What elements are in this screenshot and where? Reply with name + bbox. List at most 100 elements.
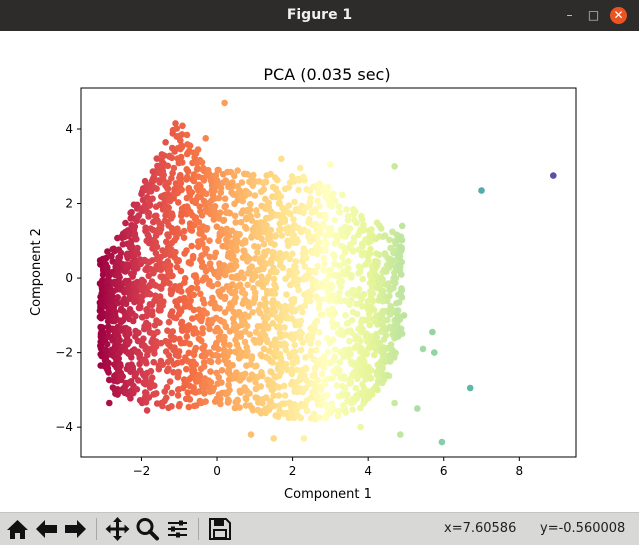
scatter-point [344, 290, 352, 298]
scatter-point [360, 221, 367, 228]
scatter-point [195, 218, 203, 226]
scatter-point [282, 250, 290, 258]
scatter-point [160, 152, 168, 159]
scatter-point [250, 171, 257, 179]
scatter-point [392, 279, 399, 287]
back-button[interactable] [33, 516, 60, 542]
scatter-point [135, 329, 142, 337]
scatter-point [359, 303, 366, 310]
scatter-point [246, 390, 253, 397]
forward-arrow-icon [65, 520, 86, 538]
scatter-point [260, 345, 268, 353]
scatter-point [210, 384, 217, 392]
scatter-point [294, 276, 302, 283]
scatter-point [177, 174, 185, 182]
scatter-point [178, 358, 186, 366]
y-ticks: −4 −2 0 2 4 [55, 122, 81, 434]
scatter-point [260, 186, 268, 193]
window-titlebar[interactable]: Figure 1 – □ ✕ [0, 0, 639, 31]
scatter-point [414, 405, 421, 412]
scatter-point [151, 382, 158, 390]
x-tick-label: −2 [133, 464, 151, 478]
scatter-point [134, 265, 141, 272]
scatter-point [288, 370, 296, 378]
scatter-point [119, 373, 126, 380]
scatter-point [180, 227, 188, 235]
scatter-point [169, 212, 176, 220]
scatter-point [206, 237, 213, 244]
save-button[interactable] [206, 516, 233, 542]
scatter-point [267, 170, 274, 178]
scatter-point [194, 146, 202, 153]
scatter-point [338, 278, 346, 285]
scatter-point [368, 226, 375, 233]
scatter-point [387, 261, 395, 269]
forward-button[interactable] [62, 516, 89, 542]
scatter-point [336, 367, 343, 374]
scatter-point [208, 282, 216, 290]
pan-button[interactable] [104, 516, 131, 542]
scatter-point [179, 122, 186, 130]
scatter-point [271, 308, 279, 315]
scatter-point [160, 171, 167, 179]
scatter-point [331, 309, 339, 317]
scatter-point [307, 394, 315, 401]
scatter-point [317, 386, 325, 394]
scatter-point [149, 311, 156, 319]
scatter-point [384, 297, 391, 305]
figure-canvas[interactable]: PCA (0.035 sec) −2 0 2 4 6 8 −4 −2 0 2 4 Componen… [0, 31, 639, 512]
scatter-point [198, 212, 206, 219]
scatter-point [300, 435, 308, 442]
scatter-point [194, 285, 201, 292]
scatter-point [313, 250, 321, 258]
scatter-point [357, 423, 364, 431]
scatter-point [128, 354, 135, 361]
scatter-point [192, 344, 200, 352]
scatter-point [201, 342, 208, 350]
scatter-point [177, 179, 185, 187]
scatter-point [186, 396, 194, 403]
scatter-point [269, 359, 277, 366]
home-button[interactable] [4, 516, 31, 542]
scatter-point [287, 210, 294, 218]
scatter-point [331, 353, 339, 361]
scatter-point [169, 272, 176, 280]
scatter-point [238, 179, 246, 186]
scatter-point [285, 202, 293, 209]
scatter-point [215, 352, 222, 360]
scatter-point [316, 202, 323, 210]
scatter-point [359, 242, 366, 250]
scatter-point [218, 379, 225, 386]
scatter-point [183, 173, 191, 181]
scatter-point [296, 164, 304, 172]
scatter-point [419, 345, 427, 353]
scatter-point [384, 316, 391, 324]
scatter-point [353, 395, 361, 402]
scatter-point [117, 249, 125, 257]
scatter-point [271, 241, 278, 248]
maximize-icon[interactable]: □ [587, 8, 600, 22]
scatter-point [357, 337, 364, 345]
scatter-point [127, 395, 134, 402]
zoom-button[interactable] [134, 516, 161, 542]
scatter-point [339, 191, 346, 199]
scatter-point [198, 159, 206, 166]
scatter-point [381, 232, 389, 239]
scatter-point [291, 348, 299, 356]
minimize-icon[interactable]: – [566, 8, 573, 22]
scatter-point [379, 276, 386, 283]
configure-subplots-button[interactable] [164, 516, 191, 542]
scatter-point [180, 234, 188, 241]
x-ticks: −2 0 2 4 6 8 [133, 457, 523, 478]
scatter-point [178, 318, 186, 326]
close-icon[interactable]: ✕ [610, 7, 627, 24]
scatter-point [363, 330, 371, 338]
scatter-point [152, 249, 160, 257]
scatter-point [327, 224, 335, 232]
scatter-point [166, 378, 174, 385]
scatter-point [190, 306, 198, 314]
scatter-point [170, 164, 178, 172]
scatter-point [246, 331, 254, 338]
scatter-point [320, 364, 328, 371]
scatter-point [232, 294, 239, 301]
